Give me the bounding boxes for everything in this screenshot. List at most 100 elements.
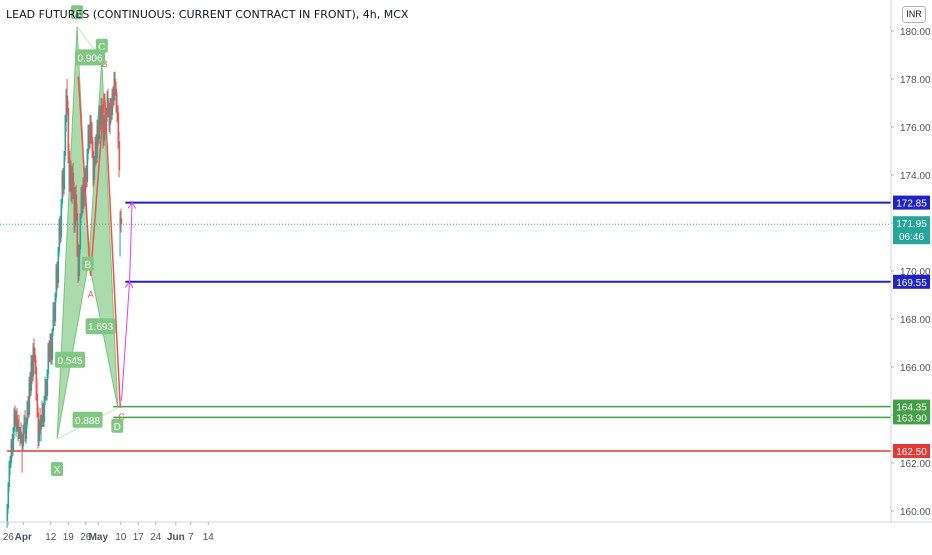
candle-body (108, 110, 111, 125)
candle-body (67, 107, 70, 151)
candle-body (89, 122, 92, 144)
candle-body (66, 95, 69, 108)
level-price-label: 162.50 (896, 447, 927, 458)
candle-body (32, 347, 35, 377)
y-tick-label: 168.00 (900, 315, 931, 326)
projection-arrow (130, 203, 133, 282)
candle-body (53, 309, 56, 322)
candle-body (55, 268, 58, 298)
candle-body (104, 122, 107, 127)
candle-body (120, 218, 123, 225)
candle-body (72, 172, 75, 192)
candle-body (64, 122, 67, 156)
candle-body (73, 191, 76, 226)
candle-body (114, 79, 117, 89)
candle-body (79, 218, 82, 250)
y-tick-label: 174.00 (900, 171, 931, 182)
candle-body (42, 407, 45, 423)
candle-body (77, 249, 80, 276)
candle-body (40, 419, 43, 430)
pattern-point-box (51, 462, 64, 476)
candle-body (47, 347, 50, 375)
x-tick-label: 26 (3, 532, 15, 543)
candle-body (51, 331, 54, 360)
candle-body (75, 194, 78, 214)
candle-body (119, 218, 122, 226)
candle-body (49, 340, 52, 358)
candle-body (52, 309, 55, 331)
candle-body (12, 431, 15, 451)
price-levels (0, 201, 891, 452)
abc-point-label: A (88, 289, 94, 299)
candle-body (31, 362, 34, 377)
candle-body (15, 415, 18, 425)
y-tick-label: 176.00 (900, 123, 931, 134)
candle-body (91, 136, 94, 151)
candle-body (112, 93, 115, 101)
candle-body (16, 415, 19, 430)
current-price-label: 171.95 (896, 219, 927, 230)
candle-body (48, 347, 51, 358)
candle-body (110, 105, 113, 115)
candle-body (17, 427, 20, 430)
x-tick-label: 14 (203, 532, 215, 543)
candle-body (74, 194, 77, 226)
candle-body (11, 443, 14, 451)
candle-body (25, 424, 28, 439)
candle-body (34, 355, 37, 367)
level-price-label: 163.90 (896, 413, 927, 424)
candle-body (46, 374, 49, 396)
y-tick-label: 166.00 (900, 363, 931, 374)
candle-body (57, 251, 60, 283)
ratio-box (85, 318, 116, 335)
abc-point-label: C (118, 412, 125, 422)
candle-body (70, 167, 73, 195)
candle-body (60, 203, 63, 238)
x-tick-label: May (89, 532, 109, 543)
y-tick-label: 180.00 (900, 27, 931, 38)
candle-body (24, 422, 27, 439)
currency-badge[interactable]: INR (902, 6, 926, 23)
ratio-label: 0.906 (78, 53, 103, 64)
candle-body (39, 424, 42, 430)
candle-body (29, 383, 32, 391)
candle-body (63, 155, 66, 190)
ratio-box (75, 49, 106, 66)
candle-body (93, 163, 96, 180)
pattern-point-c: C (98, 42, 105, 53)
candle-body (69, 167, 72, 185)
candle-body (81, 191, 84, 209)
pattern-point-a: A (74, 8, 81, 19)
candle-body (102, 119, 105, 142)
candle-body (28, 383, 31, 415)
candle-body (109, 105, 112, 125)
x-tick-label: 24 (150, 532, 162, 543)
candle-body (78, 249, 81, 276)
candle-body (7, 487, 10, 509)
candle-body (58, 223, 61, 252)
pattern-point-box (81, 256, 94, 271)
candle-body (41, 407, 44, 420)
candle-body (27, 403, 30, 415)
x-tick-label: 12 (45, 532, 57, 543)
level-price-label: 164.35 (896, 403, 927, 414)
axes: 180.00178.00176.00174.00172.00170.00168.… (0, 0, 932, 543)
countdown-label: 06:46 (899, 232, 924, 243)
candle-body (100, 105, 103, 125)
candle-body (59, 223, 62, 238)
candle-body (92, 151, 95, 180)
candle-body (30, 362, 33, 391)
candle-body (45, 383, 48, 396)
pattern-point-x: X (54, 465, 61, 476)
candle-body (111, 93, 114, 115)
candle-body (82, 182, 85, 209)
ratio-label: 1.693 (88, 322, 113, 333)
candle-body (117, 112, 120, 142)
candle-body (36, 393, 39, 413)
candle-body (19, 431, 22, 437)
candle-body (113, 79, 116, 101)
candle-body (61, 175, 64, 204)
